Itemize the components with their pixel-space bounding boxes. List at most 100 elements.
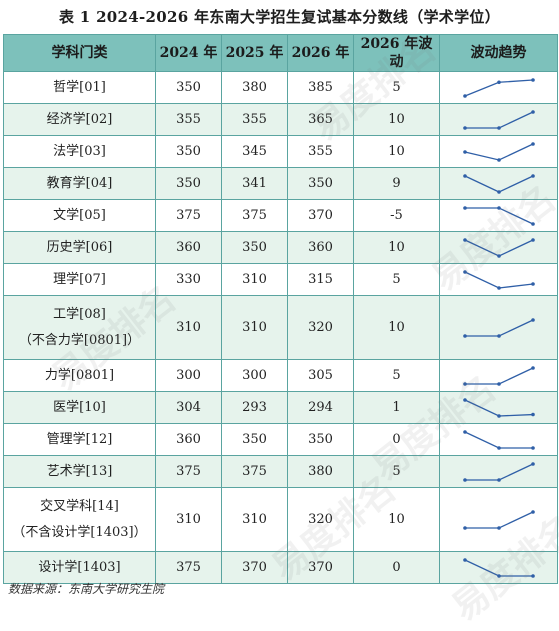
subject-label: 法学[03] — [53, 143, 106, 159]
score-2025-cell: 310 — [221, 295, 288, 360]
trend-point — [496, 413, 501, 418]
trend-sparkline — [462, 461, 535, 482]
trend-point — [530, 509, 535, 514]
change-cell: 10 — [353, 487, 440, 552]
subject-label: 经济学[02] — [46, 111, 113, 127]
header-change: 2026 年波动 — [353, 34, 440, 72]
trend-cell — [439, 455, 558, 488]
change-cell: 10 — [353, 103, 440, 136]
subject-label: 历史学[06] — [46, 239, 113, 255]
score-2024-cell: 375 — [155, 199, 222, 232]
subject-label: 文学[05] — [53, 207, 106, 223]
trend-sparkline — [462, 173, 535, 194]
table-row: 教育学[04] 350 341 350 9 — [3, 167, 558, 200]
trend-cell — [439, 551, 558, 584]
header-subject: 学科门类 — [3, 34, 156, 72]
table-row: 理学[07] 330 310 315 5 — [3, 263, 558, 296]
trend-point — [530, 365, 535, 370]
trend-sparkline — [462, 557, 535, 578]
table-row: 法学[03] 350 345 355 10 — [3, 135, 558, 168]
trend-sparkline — [462, 365, 535, 386]
table-row: 设计学[1403] 375 370 370 0 — [3, 551, 558, 584]
trend-point — [496, 525, 501, 530]
trend-sparkline — [462, 269, 535, 290]
score-2026-cell: 380 — [287, 455, 354, 488]
trend-line — [464, 270, 533, 289]
header-2025: 2025 年 — [221, 34, 288, 72]
trend-point — [462, 205, 467, 210]
trend-cell — [439, 295, 558, 360]
change-cell: 5 — [353, 359, 440, 392]
trend-sparkline — [462, 317, 535, 338]
trend-point — [530, 237, 535, 242]
trend-point — [496, 573, 501, 578]
trend-cell — [439, 135, 558, 168]
table-row: 文学[05] 375 375 370 -5 — [3, 199, 558, 232]
score-2026-cell: 360 — [287, 231, 354, 264]
trend-point — [496, 445, 501, 450]
change-cell: 10 — [353, 295, 440, 360]
trend-point — [462, 173, 467, 178]
score-2026-cell: 370 — [287, 551, 354, 584]
trend-point — [530, 173, 535, 178]
score-2026-cell: 355 — [287, 135, 354, 168]
trend-line — [464, 366, 533, 385]
subject-cell: 医学[10] — [3, 391, 156, 424]
score-2024-cell: 350 — [155, 71, 222, 104]
trend-point — [496, 381, 501, 386]
trend-point — [496, 333, 501, 338]
header-2024: 2024 年 — [155, 34, 222, 72]
score-table: 学科门类 2024 年 2025 年 2026 年 2026 年波动 波动趋势 … — [3, 34, 558, 584]
trend-point — [462, 557, 467, 562]
subject-cell: 教育学[04] — [3, 167, 156, 200]
subject-cell: 设计学[1403] — [3, 551, 156, 584]
subject-cell: 艺术学[13] — [3, 455, 156, 488]
trend-cell — [439, 71, 558, 104]
change-cell: 10 — [353, 231, 440, 264]
trend-line — [464, 174, 533, 193]
trend-point — [462, 397, 467, 402]
subject-label: 哲学[01] — [53, 79, 106, 95]
score-2025-cell: 350 — [221, 231, 288, 264]
trend-line — [464, 318, 533, 337]
trend-cell — [439, 359, 558, 392]
score-2024-cell: 350 — [155, 135, 222, 168]
change-cell: 5 — [353, 263, 440, 296]
score-2025-cell: 370 — [221, 551, 288, 584]
score-2025-cell: 345 — [221, 135, 288, 168]
trend-cell — [439, 199, 558, 232]
trend-point — [462, 237, 467, 242]
trend-point — [462, 429, 467, 434]
score-2026-cell: 305 — [287, 359, 354, 392]
score-2026-cell: 350 — [287, 167, 354, 200]
score-2026-cell: 350 — [287, 423, 354, 456]
table-row: 艺术学[13] 375 375 380 5 — [3, 455, 558, 488]
trend-point — [462, 333, 467, 338]
subject-label: 设计学[1403] — [38, 559, 121, 575]
header-2026: 2026 年 — [287, 34, 354, 72]
subject-label: 艺术学[13] — [46, 463, 113, 479]
subject-cell: 力学[0801] — [3, 359, 156, 392]
score-2025-cell: 293 — [221, 391, 288, 424]
change-cell: 5 — [353, 455, 440, 488]
change-cell: 1 — [353, 391, 440, 424]
score-2024-cell: 310 — [155, 295, 222, 360]
score-2025-cell: 350 — [221, 423, 288, 456]
subject-label: 交叉学科[14] — [40, 498, 119, 514]
subject-label: 教育学[04] — [46, 175, 113, 191]
trend-point — [462, 125, 467, 130]
score-2025-cell: 355 — [221, 103, 288, 136]
trend-point — [496, 477, 501, 482]
subject-label: （不含设计学[1403]） — [12, 524, 147, 540]
trend-point — [496, 253, 501, 258]
trend-point — [530, 77, 535, 82]
trend-sparkline — [462, 429, 535, 450]
score-2025-cell: 310 — [221, 487, 288, 552]
subject-cell: 交叉学科[14] （不含设计学[1403]） — [3, 487, 156, 552]
trend-point — [530, 221, 535, 226]
trend-point — [496, 205, 501, 210]
score-2026-cell: 385 — [287, 71, 354, 104]
subject-cell: 哲学[01] — [3, 71, 156, 104]
change-cell: 0 — [353, 423, 440, 456]
trend-point — [530, 109, 535, 114]
